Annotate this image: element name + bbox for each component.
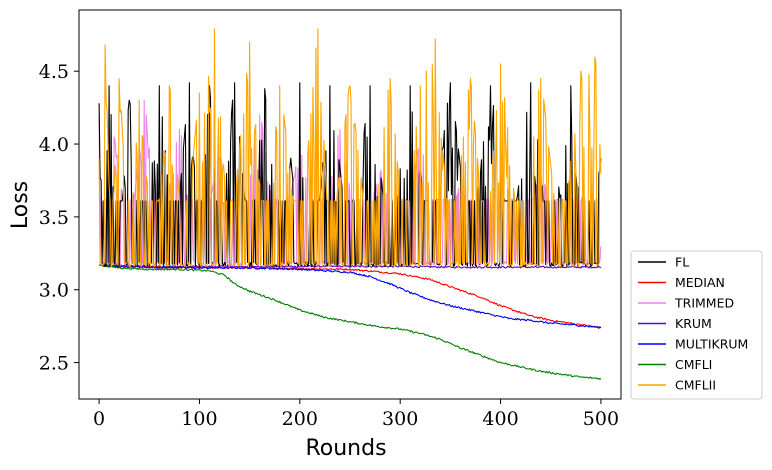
legend-label-krum: KRUM [675,316,712,331]
x-tick-label: 300 [382,408,418,430]
x-axis-label: Rounds [305,436,386,461]
y-tick-label: 3.5 [39,207,69,229]
legend-label-cmflii: CMFLII [675,378,716,393]
x-tick-label: 100 [181,408,217,430]
y-tick-label: 4.5 [39,61,69,83]
series-line-cmfli [99,264,602,380]
legend-entries: FL MEDIAN TRIMMED KRUM MULTIKRUM CMFLI CMFLII [638,255,748,393]
x-tick-label: 200 [282,408,318,430]
legend-box [630,250,763,400]
legend-label-fl: FL [675,255,689,270]
legend-label-multikrum: MULTIKRUM [675,337,748,352]
x-tick-label: 0 [93,408,105,430]
x-tick-label: 500 [583,408,619,430]
x-axis: 0 100 200 300 400 500 [93,399,619,430]
series-line-fl [98,82,602,267]
legend-label-cmfli: CMFLI [675,357,712,372]
legend-label-trimmed: TRIMMED [674,296,734,311]
plot-frame [78,9,622,400]
y-axis: 2.5 3.0 3.5 4.0 4.5 [39,61,79,375]
series-layer [98,28,602,380]
series-line-multikrum [99,264,602,329]
y-tick-label: 3.0 [39,280,69,302]
y-tick-label: 4.0 [39,134,69,156]
legend: FL MEDIAN TRIMMED KRUM MULTIKRUM CMFLI CMFLII [630,250,763,400]
y-axis-label: Loss [8,181,33,229]
y-tick-label: 2.5 [39,353,69,375]
legend-label-median: MEDIAN [675,275,725,290]
series-line-cmflii [98,28,602,267]
x-tick-label: 400 [482,408,518,430]
